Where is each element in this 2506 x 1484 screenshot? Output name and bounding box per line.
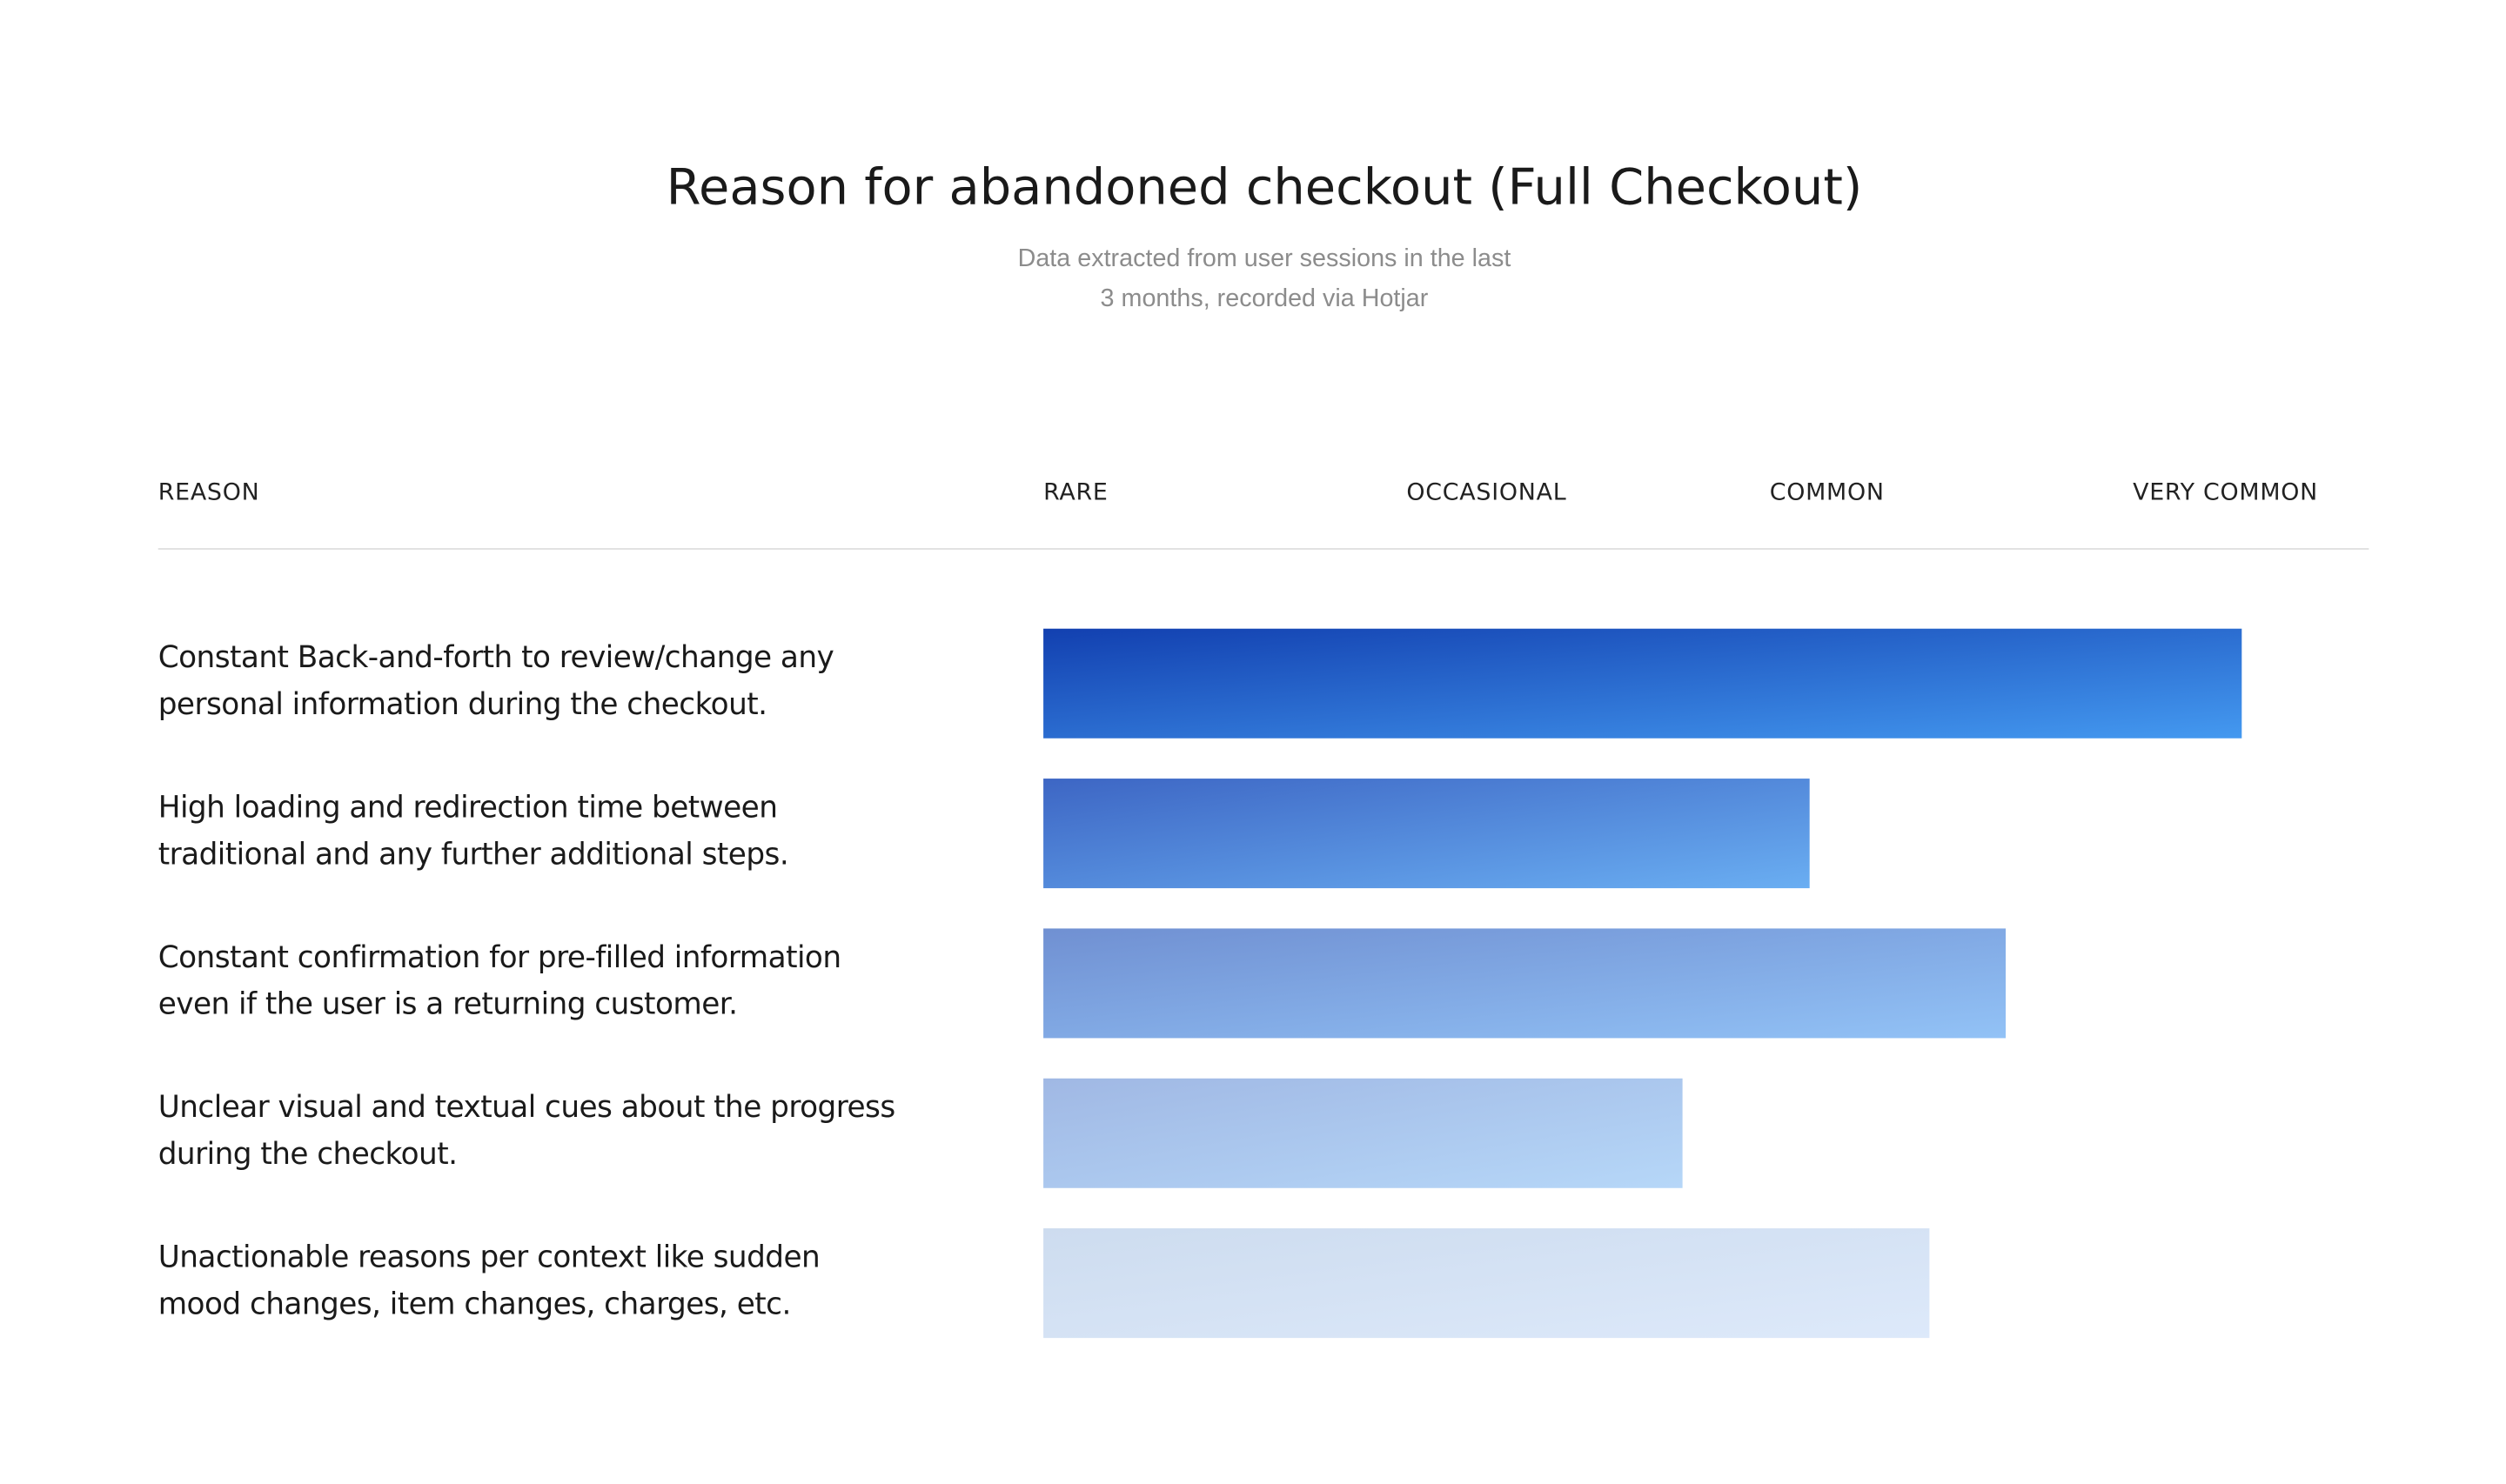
x-tick-label: OCCASIONAL [1406,479,1566,506]
category-box: Constant confirmation for pre-filled inf… [157,941,841,1022]
column-header: REASON [158,479,260,506]
category-box: High loading and redirection time betwee… [157,791,789,872]
chart-title: Reason for abandoned checkout (Full Chec… [667,157,1863,216]
x-tick-label: COMMON [1770,479,1885,506]
category-label: Unclear visual and textual cues about th… [157,1091,895,1173]
category-label: Unactionable reasons per context like su… [157,1240,821,1322]
bar [1043,1078,1683,1188]
x-tick-label: VERY COMMON [2133,479,2318,506]
bar [1043,1228,1930,1339]
subtitle-box: Data extracted from user sessions in the… [1017,244,1511,313]
category-label: Constant confirmation for pre-filled inf… [157,941,841,1022]
category-label: Constant Back-and-forth to review/change… [157,641,834,723]
category-box: Unclear visual and textual cues about th… [157,1091,895,1173]
bar [1043,928,2007,1039]
category-label: High loading and redirection time betwee… [157,791,789,872]
bar [1043,779,1810,889]
category-box: Unactionable reasons per context like su… [157,1240,821,1322]
chart-subtitle: Data extracted from user sessions in the… [1017,244,1511,313]
bar [1043,628,2242,739]
category-box: Constant Back-and-forth to review/change… [157,641,834,723]
x-tick-label: RARE [1043,479,1109,506]
